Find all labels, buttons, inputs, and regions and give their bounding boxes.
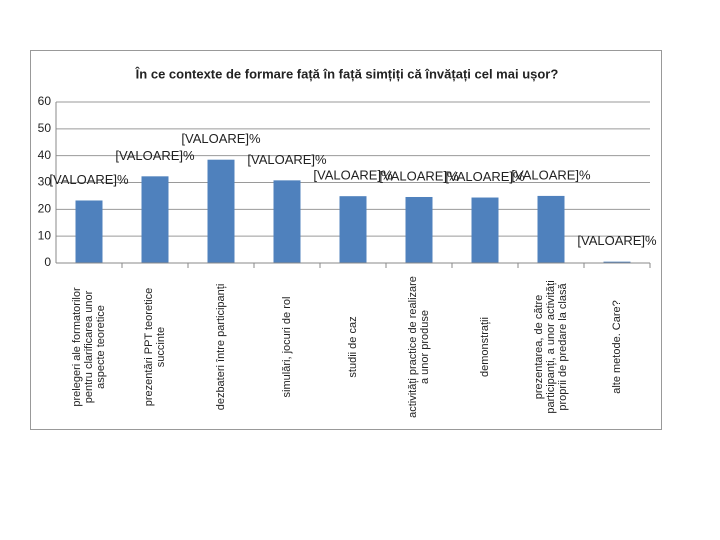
data-label: [VALOARE]% [115, 148, 195, 163]
x-tick-label: studii de caz [347, 316, 359, 378]
x-tick-label: prelegeri ale formatorilor pentru clarif… [71, 287, 107, 407]
x-tick-label: alte metode. Care? [611, 300, 623, 394]
bar [339, 196, 367, 263]
y-tick-label: 60 [38, 94, 52, 108]
y-tick-label: 30 [38, 175, 52, 189]
bar [405, 196, 433, 263]
x-tick-label: prezentări PPT teoretice succinte [143, 287, 167, 407]
data-label: [VALOARE]% [511, 167, 591, 182]
y-tick-label: 50 [38, 121, 52, 135]
bar [141, 176, 169, 263]
y-tick-label: 10 [38, 228, 52, 242]
chart-frame [30, 50, 662, 430]
bar [75, 200, 103, 263]
x-tick-label: activități practice de realizare a unor … [407, 276, 431, 418]
data-label: [VALOARE]% [379, 168, 459, 183]
chart-title: În ce contexte de formare față în față s… [135, 66, 559, 81]
x-tick-label: prezentarea, de către participanți, a un… [533, 280, 569, 414]
data-label: [VALOARE]% [313, 168, 393, 183]
x-tick-label: demonstrații [479, 317, 491, 377]
data-label: [VALOARE]% [181, 131, 261, 146]
data-label: [VALOARE]% [247, 152, 327, 167]
bar [537, 195, 565, 263]
y-tick-label: 0 [44, 255, 51, 269]
bar [471, 197, 499, 263]
x-tick-label: dezbateri între participanți [215, 283, 227, 411]
y-tick-label: 40 [38, 148, 52, 162]
data-label: [VALOARE]% [445, 169, 525, 184]
y-tick-label: 20 [38, 202, 52, 216]
x-tick-label: simulări, jocuri de rol [281, 296, 293, 398]
data-label: [VALOARE]% [49, 172, 129, 187]
bar [603, 261, 631, 263]
data-label: [VALOARE]% [577, 233, 657, 248]
bar [207, 159, 235, 263]
bar [273, 180, 301, 263]
